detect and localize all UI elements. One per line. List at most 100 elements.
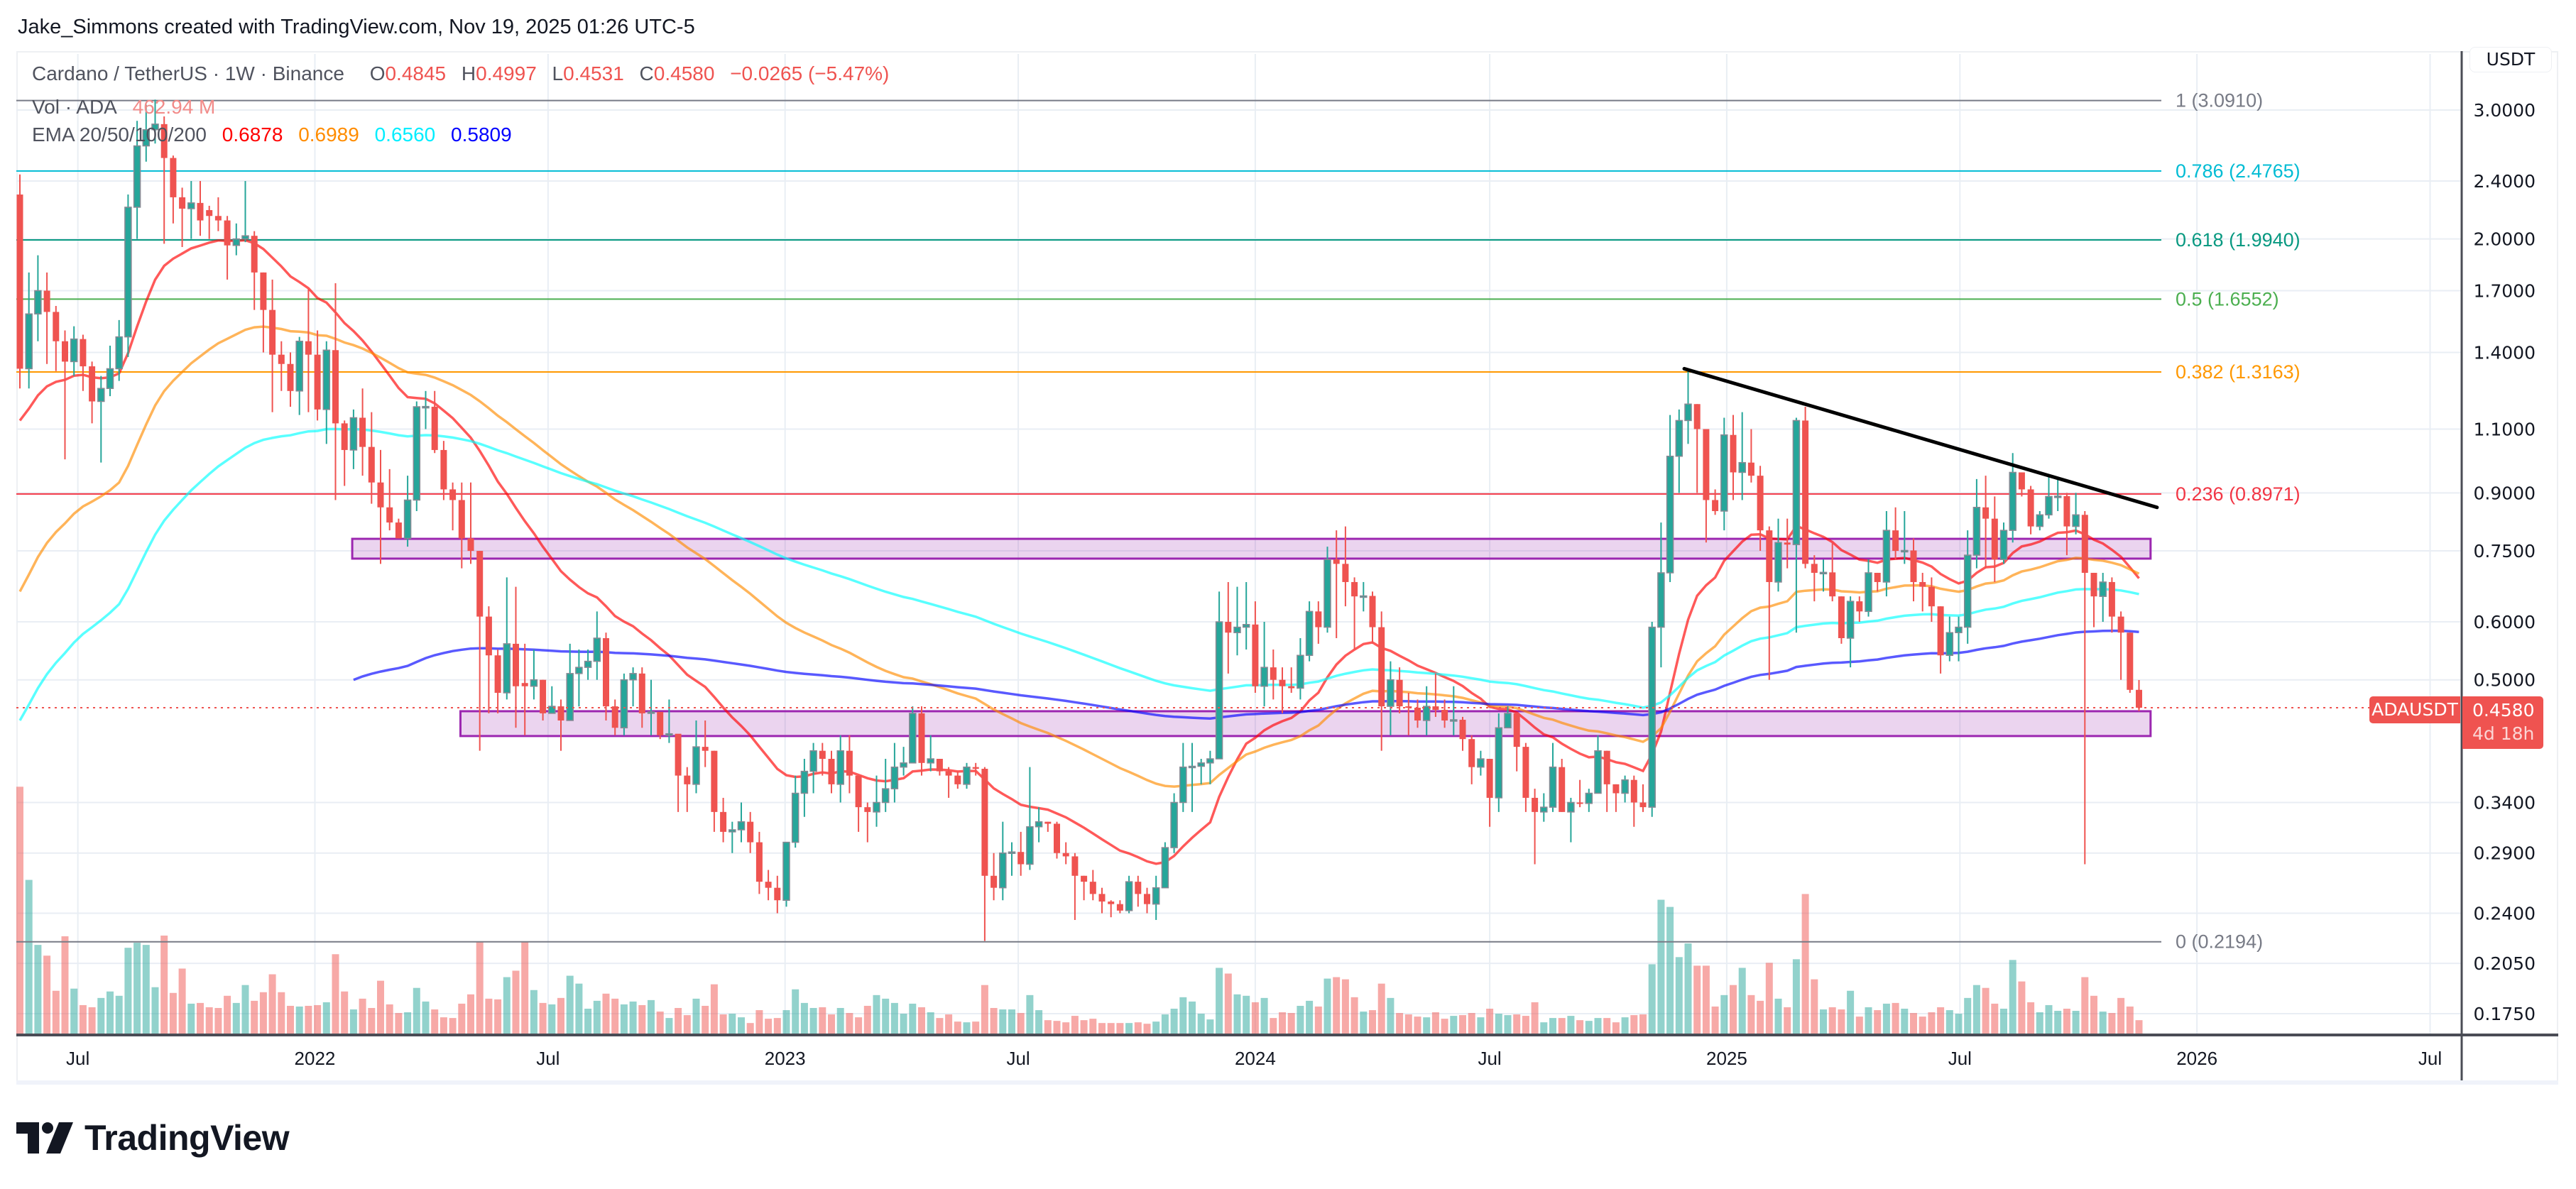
candle-body — [1549, 766, 1557, 808]
candle-body — [1819, 571, 1828, 575]
candle — [1693, 404, 1701, 493]
volume-bar — [782, 1010, 790, 1034]
chart-attribution: Jake_Simmons created with TradingView.co… — [18, 16, 695, 38]
candle — [684, 767, 691, 812]
candle-body — [1774, 542, 1782, 583]
candle — [1559, 759, 1566, 812]
volume-bar — [1693, 965, 1701, 1034]
candle-body — [1955, 626, 1963, 633]
candle-body — [368, 446, 375, 483]
time-axis-label: Jul — [1006, 1048, 1030, 1069]
tradingview-logo-text: TradingView — [84, 1118, 290, 1158]
volume-bar — [2126, 1006, 2134, 1034]
candle — [2099, 572, 2107, 623]
candle-body — [954, 775, 961, 784]
candle-body — [819, 750, 826, 760]
candle — [990, 853, 998, 901]
candle — [287, 352, 294, 407]
volume-bar — [404, 1012, 412, 1034]
volume-bar — [1396, 1013, 1404, 1034]
volume-bar — [1639, 1014, 1647, 1034]
volume-bar — [1910, 1013, 1917, 1034]
volume-bar — [377, 980, 384, 1034]
candle-body — [34, 290, 42, 315]
candle — [1784, 518, 1791, 569]
volume-bar — [584, 1008, 592, 1034]
time-axis-label: Jul — [66, 1048, 89, 1069]
candle-body — [2009, 471, 2016, 531]
candle-body — [1630, 779, 1637, 803]
price-axis-label: 2.0000 — [2474, 229, 2536, 250]
legend-volume-value: 462.94 M — [132, 96, 216, 118]
descending-trendline[interactable] — [1682, 366, 2159, 510]
candle — [945, 767, 952, 798]
candle — [864, 802, 871, 843]
candle — [97, 376, 105, 463]
candle-body — [1116, 904, 1123, 911]
candle-body — [2072, 514, 2080, 527]
candle — [1441, 699, 1448, 728]
candle-body — [395, 522, 402, 539]
candle-body — [936, 759, 943, 772]
candle — [2018, 472, 2025, 497]
volume-bar — [1937, 1007, 1945, 1034]
volume-bar — [1152, 1021, 1160, 1034]
candle — [936, 759, 943, 776]
candle-body — [657, 711, 664, 735]
legend-ema-label[interactable]: EMA 20/50/100/200 — [32, 124, 207, 146]
candle — [1829, 542, 1836, 602]
candle-body — [692, 746, 700, 785]
candle-body — [494, 655, 501, 693]
legend-volume-label[interactable]: Vol · ADA — [32, 96, 117, 118]
tradingview-logo-icon — [16, 1122, 73, 1154]
candle-body — [1450, 719, 1458, 722]
candle-body — [1559, 767, 1566, 812]
candle — [593, 611, 601, 680]
candle-body — [43, 290, 50, 312]
volume-bar — [1648, 964, 1656, 1034]
candle — [1792, 417, 1801, 633]
volume-bar — [1306, 1000, 1314, 1034]
candle — [855, 775, 862, 832]
candle — [62, 330, 68, 460]
legend-symbol[interactable]: Cardano / TetherUS · 1W · Binance — [32, 62, 344, 84]
volume-bar — [1828, 1007, 1836, 1034]
fibonacci-retracement[interactable]: 1 (3.0910) 0.786 (2.4765) 0.618 (1.9940) 0.… — [16, 90, 2301, 953]
candle-body — [1937, 606, 1944, 656]
candle — [1071, 853, 1079, 920]
candle — [513, 586, 519, 728]
candle-body — [981, 769, 988, 876]
volume-bar — [431, 1009, 439, 1034]
candle-body — [1279, 679, 1286, 686]
candle-body — [945, 771, 952, 776]
tradingview-logo[interactable]: TradingView — [16, 1118, 290, 1158]
time-axis-label: Jul — [536, 1048, 560, 1069]
price-axis-label: 0.2900 — [2474, 843, 2536, 864]
trendline-layer[interactable] — [1682, 366, 2159, 510]
volume-bar — [1774, 998, 1782, 1034]
volume-bar — [1008, 1009, 1015, 1034]
candle — [1116, 900, 1123, 914]
candle-body — [2063, 495, 2070, 527]
candle-body — [1405, 706, 1412, 708]
currency-selector[interactable]: USDT — [2469, 47, 2552, 72]
volume-bar — [485, 998, 493, 1034]
volume-bar — [1621, 1017, 1629, 1034]
candle-body — [1856, 601, 1863, 612]
volume-bar — [1134, 1022, 1142, 1034]
candle — [413, 401, 421, 511]
candle-body — [1252, 624, 1259, 686]
candle — [1802, 407, 1809, 569]
candle-body — [1125, 881, 1133, 911]
volume-bar — [981, 985, 988, 1034]
candle — [1152, 875, 1160, 920]
volume-bar — [1287, 1013, 1295, 1034]
candle — [403, 476, 412, 547]
candle — [566, 643, 574, 721]
volume-bar — [1928, 1012, 1936, 1034]
candle-body — [1215, 621, 1223, 760]
price-zone-box[interactable] — [351, 537, 2152, 560]
volume-bar — [1243, 995, 1250, 1034]
candle — [999, 821, 1007, 901]
